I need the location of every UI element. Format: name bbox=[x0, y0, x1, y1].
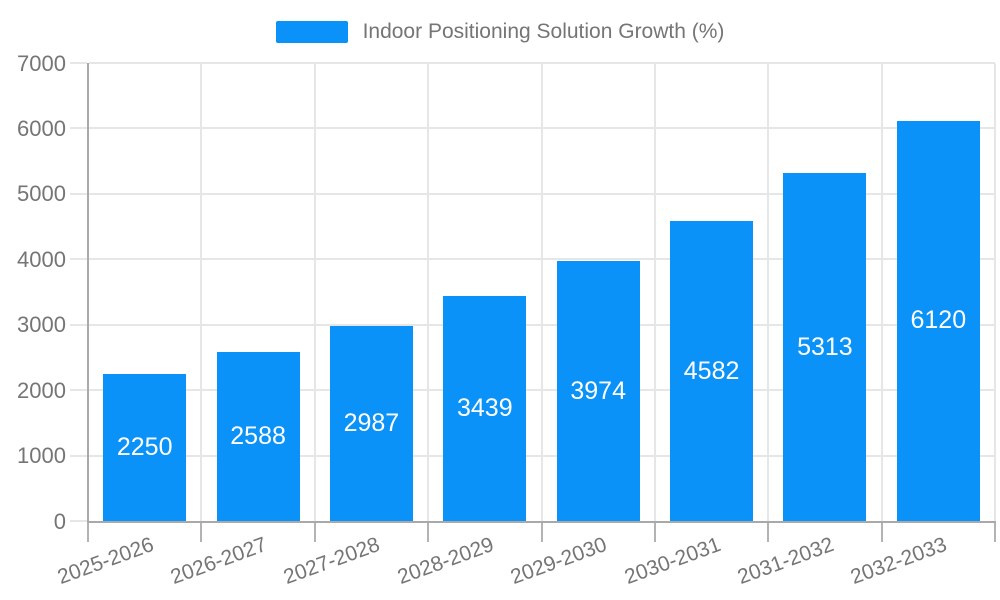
legend-label[interactable]: Indoor Positioning Solution Growth (%) bbox=[362, 20, 725, 43]
bar[interactable]: 3974 bbox=[556, 261, 640, 521]
bar-value-label: 2588 bbox=[230, 421, 286, 450]
legend: Indoor Positioning Solution Growth (%) bbox=[0, 20, 1000, 44]
bar-value-label: 6120 bbox=[910, 306, 967, 335]
bar-value-label: 2987 bbox=[343, 408, 400, 437]
bar[interactable]: 4582 bbox=[670, 221, 754, 521]
bar[interactable]: 3439 bbox=[443, 296, 527, 521]
y-axis-tick bbox=[70, 323, 87, 326]
y-axis-tick bbox=[70, 389, 87, 392]
y-axis-tick-label: 3000 bbox=[17, 312, 66, 338]
bar-value-label: 2250 bbox=[116, 432, 173, 461]
x-axis-tick bbox=[653, 523, 656, 542]
x-axis-tick bbox=[767, 523, 770, 542]
y-axis-tick-label: 2000 bbox=[17, 377, 66, 403]
x-axis-category-label: 2025-2026 bbox=[54, 533, 157, 589]
bar-value-label: 5313 bbox=[797, 332, 853, 361]
gridline-vertical bbox=[313, 63, 316, 521]
x-axis-category-label: 2028-2029 bbox=[394, 533, 497, 589]
x-axis-category-label: 2029-2030 bbox=[507, 533, 611, 589]
bar[interactable]: 6120 bbox=[896, 120, 980, 521]
x-axis-tick bbox=[313, 523, 316, 542]
x-axis-category-label: 2027-2028 bbox=[281, 533, 384, 589]
x-axis-tick bbox=[994, 523, 996, 542]
y-axis-tick bbox=[70, 454, 87, 457]
bar[interactable]: 2250 bbox=[103, 373, 187, 521]
x-axis-category-label: 2031-2032 bbox=[734, 533, 837, 589]
y-axis-tick-label: 1000 bbox=[17, 443, 66, 469]
y-axis-tick bbox=[70, 258, 87, 261]
gridline-vertical bbox=[200, 63, 203, 521]
bar[interactable]: 2987 bbox=[329, 325, 413, 521]
x-axis-tick bbox=[540, 523, 543, 542]
x-axis-category-label: 2026-2027 bbox=[167, 533, 270, 589]
gridline-vertical bbox=[880, 63, 883, 521]
y-axis-tick-label: 7000 bbox=[17, 50, 66, 76]
x-axis-category-label: 2030-2031 bbox=[621, 533, 724, 589]
x-axis-category-label: 2032-2033 bbox=[847, 533, 951, 589]
gridline-vertical bbox=[540, 63, 543, 521]
gridline-vertical bbox=[994, 63, 996, 521]
x-axis-line bbox=[87, 521, 996, 523]
x-axis-tick bbox=[87, 523, 89, 542]
y-axis-tick-label: 4000 bbox=[17, 246, 66, 272]
y-axis-tick-label: 0 bbox=[53, 508, 66, 534]
y-axis-tick bbox=[70, 127, 87, 130]
x-axis-tick bbox=[427, 523, 430, 542]
bar[interactable]: 5313 bbox=[783, 173, 867, 521]
gridline-vertical bbox=[653, 63, 656, 521]
bar-value-label: 3439 bbox=[456, 394, 513, 422]
y-axis-tick-label: 5000 bbox=[17, 181, 66, 207]
y-axis-line bbox=[87, 63, 89, 521]
y-axis-tick bbox=[70, 62, 87, 64]
y-axis-tick bbox=[70, 520, 87, 522]
legend-swatch[interactable] bbox=[275, 21, 348, 43]
bar[interactable]: 2588 bbox=[216, 351, 300, 521]
bar-value-label: 3974 bbox=[570, 376, 626, 405]
gridline-vertical bbox=[427, 63, 430, 521]
y-axis-tick bbox=[70, 192, 87, 195]
y-axis-tick-label: 6000 bbox=[17, 115, 66, 141]
bar-value-label: 4582 bbox=[683, 356, 740, 385]
x-axis-tick bbox=[880, 523, 883, 542]
gridline-vertical bbox=[767, 63, 770, 521]
x-axis-tick bbox=[200, 523, 203, 542]
